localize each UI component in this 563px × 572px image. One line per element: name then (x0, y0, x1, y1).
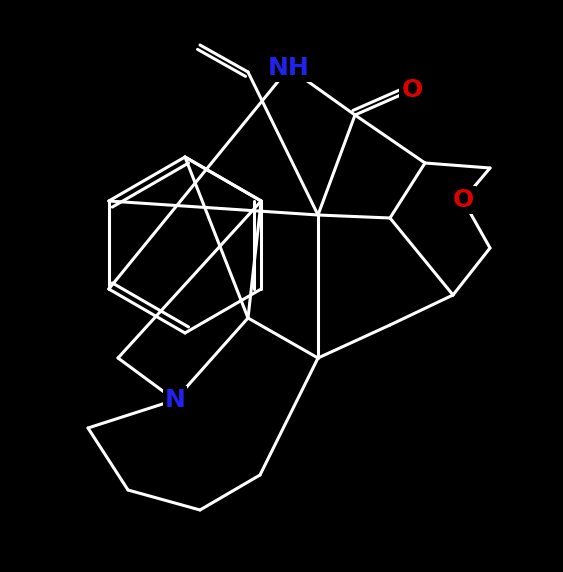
Text: O: O (453, 188, 473, 212)
Text: O: O (401, 78, 423, 102)
Text: N: N (164, 388, 185, 412)
Text: NH: NH (268, 56, 310, 80)
